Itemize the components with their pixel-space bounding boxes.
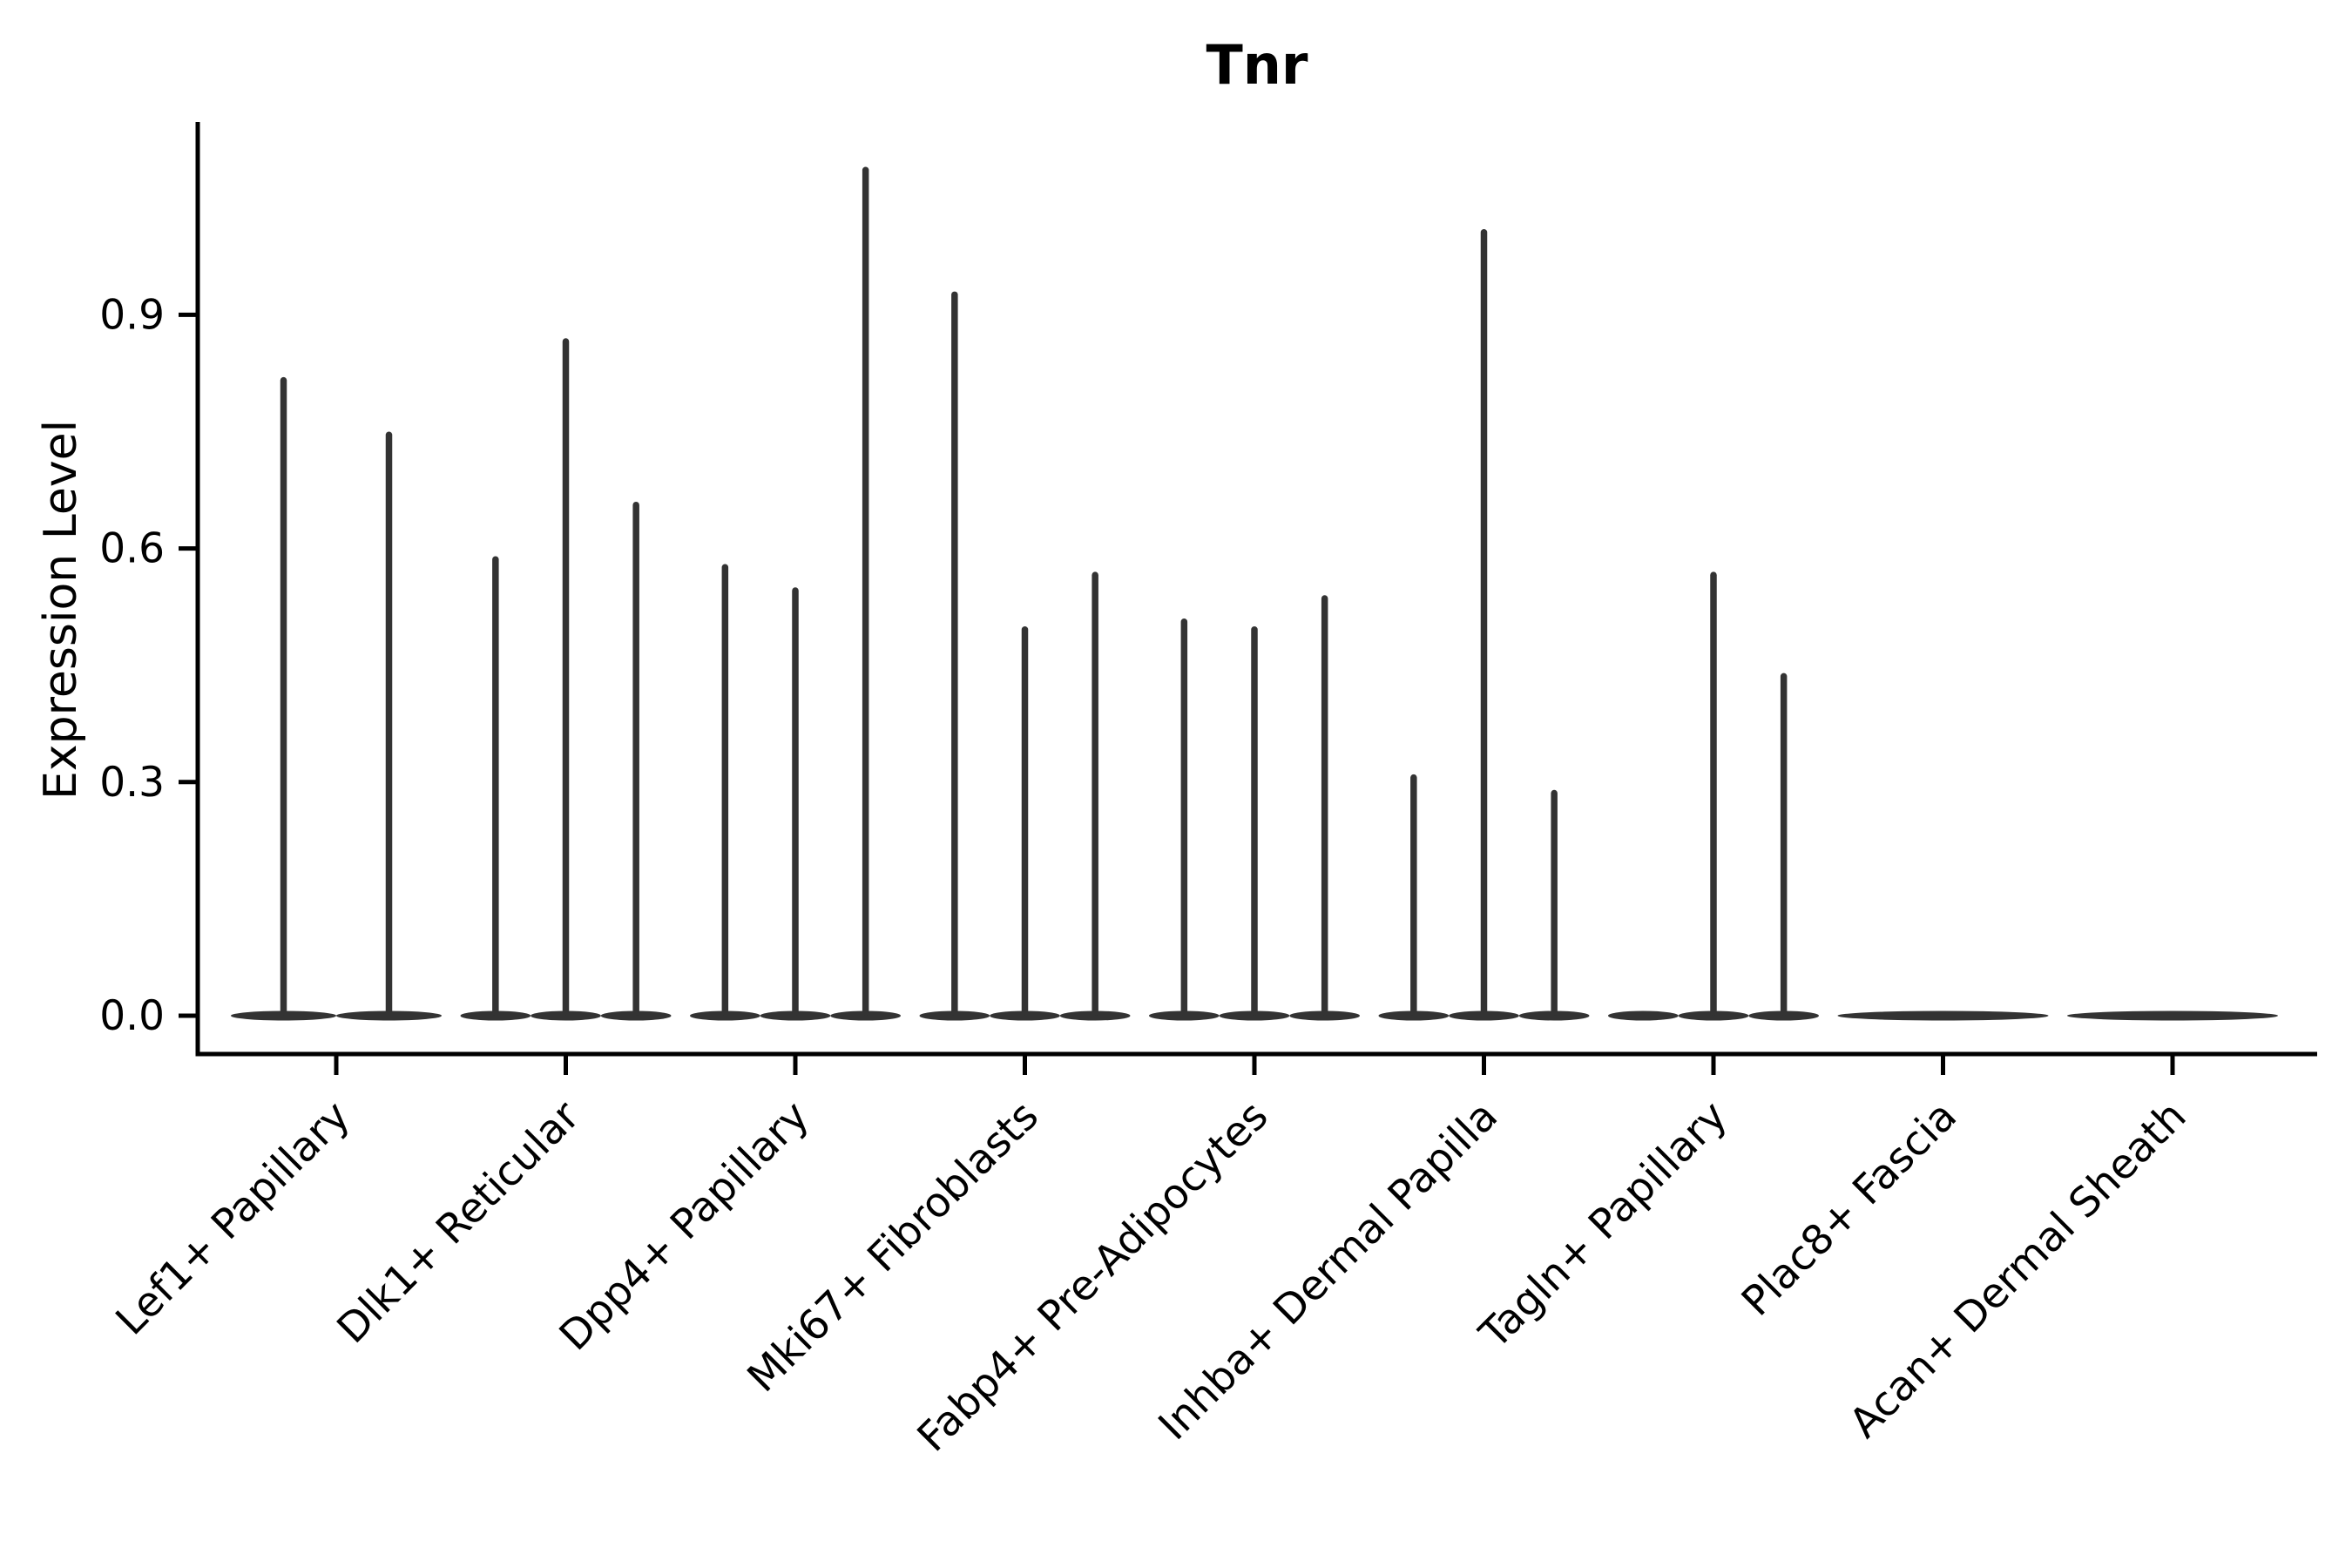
x-tick-label: Lef1+ Papillary	[107, 1092, 360, 1345]
violin-spike	[1480, 229, 1488, 1016]
violin-body	[1608, 1010, 1679, 1021]
violin-spike	[632, 501, 639, 1016]
violin-spike	[1180, 618, 1188, 1016]
y-tick-label: 0.0	[99, 992, 165, 1040]
y-tick-label: 0.3	[99, 759, 165, 807]
violin-group	[1378, 229, 1590, 1021]
violin-body	[1378, 1010, 1450, 1021]
violin-body	[1518, 1010, 1590, 1021]
violin-body	[919, 1010, 990, 1021]
violin-spike	[562, 338, 570, 1017]
violin-spike	[1710, 571, 1717, 1016]
violin-body	[690, 1010, 760, 1021]
violin-spike	[721, 564, 729, 1016]
violin-group	[1608, 571, 1819, 1021]
violin-group	[460, 338, 672, 1021]
violin-spike	[1321, 595, 1328, 1016]
y-axis-label: Expression Level	[35, 419, 87, 801]
x-tick-label: Dlk1+ Reticular	[328, 1092, 590, 1353]
violin-group	[2067, 1010, 2278, 1021]
violin-group	[690, 166, 901, 1021]
violin-group	[231, 376, 442, 1021]
violin-spike	[1410, 774, 1417, 1016]
violin-body	[1059, 1010, 1131, 1021]
x-tick-label: Tagln+ Papillary	[1470, 1092, 1737, 1359]
violin-spike	[1021, 626, 1029, 1016]
violin-spike	[862, 166, 869, 1017]
violin-body	[1289, 1010, 1360, 1021]
violin-spike	[1551, 789, 1558, 1016]
violin-spike	[492, 556, 499, 1016]
violin-spike	[792, 587, 799, 1016]
chart-title: Tnr	[1206, 33, 1308, 97]
violin-spike	[1251, 626, 1258, 1016]
y-tick-label: 0.9	[99, 291, 165, 339]
x-tick-label: Plac8+ Fascia	[1733, 1092, 1966, 1326]
violin-body	[460, 1010, 531, 1021]
x-tick-label: Dpp4+ Papillary	[551, 1092, 819, 1361]
violin-spike	[385, 431, 393, 1016]
violin-spike	[280, 376, 287, 1016]
violin-group	[1149, 595, 1360, 1021]
violin-group	[919, 291, 1131, 1021]
violin-body	[1149, 1010, 1220, 1021]
violin-spike	[1092, 571, 1098, 1016]
violin-group	[1837, 1010, 2049, 1021]
violin-body	[1748, 1010, 1819, 1021]
violin-body	[600, 1010, 672, 1021]
violin-body	[2067, 1010, 2278, 1021]
y-tick-label: 0.6	[99, 525, 165, 573]
violin-spike	[1780, 672, 1788, 1016]
violin-spike	[951, 291, 958, 1017]
violin-body	[1837, 1010, 2049, 1021]
